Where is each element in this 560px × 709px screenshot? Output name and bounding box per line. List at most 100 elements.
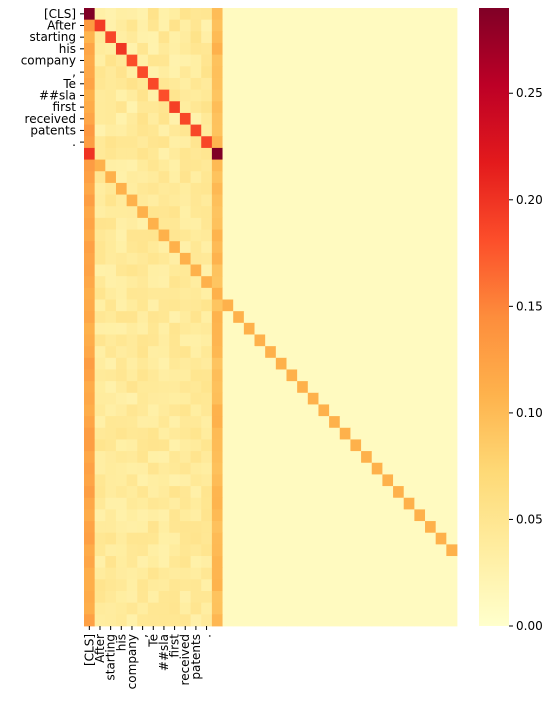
heatmap-cell [414,101,426,114]
heatmap-cell [446,591,458,604]
heatmap-cell [435,451,447,464]
heatmap-cell [339,486,351,499]
heatmap-cell [403,439,415,452]
heatmap-cell [190,369,202,382]
heatmap-cell [211,77,223,91]
heatmap-cell [137,206,149,219]
heatmap-cell [425,602,437,615]
heatmap-cell [265,602,277,615]
heatmap-cell [254,602,266,615]
heatmap-cell [169,334,181,347]
heatmap-cell [115,147,128,160]
heatmap-cell [350,264,362,277]
heatmap-cell [158,369,170,382]
heatmap-cell [233,556,245,569]
heatmap-cell [179,31,191,44]
heatmap-cell [371,439,383,452]
heatmap-cell [382,357,394,370]
heatmap-cell [222,299,234,312]
heatmap-cell [222,346,234,359]
heatmap-cell [425,19,437,32]
heatmap-cell [275,346,287,359]
heatmap-cell [137,381,149,394]
heatmap-cell [350,206,362,219]
heatmap-cell [222,532,234,545]
heatmap-cell [446,357,458,370]
heatmap-cell [211,462,223,475]
heatmap-cell [190,532,202,545]
heatmap-cell [222,19,234,32]
heatmap-cell [265,532,277,545]
heatmap-cell [275,439,287,452]
heatmap-cell [446,101,458,114]
heatmap-cell [403,54,415,67]
heatmap-cell [201,229,213,242]
heatmap-cell [318,66,330,79]
heatmap-cell [350,252,362,265]
heatmap-cell [211,392,223,405]
heatmap-cell [115,392,128,405]
heatmap-cell [137,311,149,324]
heatmap-cell [403,287,415,300]
heatmap-cell [425,77,437,91]
heatmap-cell [329,124,341,137]
heatmap-cell [169,206,181,219]
heatmap-cell [201,8,213,21]
heatmap-cell [425,89,437,102]
heatmap-cell [286,381,298,394]
heatmap-cell [169,521,181,534]
heatmap-cell [158,112,170,125]
heatmap-cell [339,299,351,312]
heatmap-cell [158,147,170,160]
heatmap-cell [307,217,319,230]
heatmap-cell [307,171,319,184]
heatmap-cell [382,439,394,452]
heatmap-cell [393,31,405,44]
heatmap-cell [94,217,106,230]
heatmap-cell [275,392,287,405]
heatmap-cell [297,369,309,382]
heatmap-cell [94,346,106,359]
heatmap-cell [254,486,266,499]
heatmap-cell [307,521,319,534]
heatmap-cell [382,264,394,277]
heatmap-cell [137,486,149,499]
heatmap-cell [115,369,128,382]
heatmap-cell [211,579,223,592]
heatmap-cell [329,112,341,125]
heatmap-cell [350,8,362,21]
heatmap-cell [286,206,298,219]
heatmap-cell [275,77,287,91]
heatmap-cell [265,264,277,277]
heatmap-cell [211,439,223,452]
heatmap-cell [233,381,245,394]
heatmap-cell [179,171,191,184]
heatmap-cell [286,427,298,440]
heatmap-cell [201,19,213,32]
heatmap-cell [382,462,394,475]
heatmap-cell [169,124,181,137]
heatmap-cell [147,579,159,592]
heatmap-cell [382,567,394,580]
heatmap-cell [94,567,106,580]
heatmap-cell [115,311,128,324]
heatmap-cell [179,311,191,324]
heatmap-cell [329,252,341,265]
heatmap-cell [393,89,405,102]
heatmap-cell [105,89,117,102]
heatmap-cell [361,264,373,277]
heatmap-cell [243,556,255,569]
heatmap-cell [371,252,383,265]
heatmap-cell [233,474,245,487]
heatmap-cell [158,31,170,44]
heatmap-cell [275,252,287,265]
heatmap-cell [265,451,277,464]
heatmap-cell [179,509,191,522]
heatmap-cell [371,229,383,242]
heatmap-cell [94,287,106,300]
heatmap-cell [233,101,245,114]
heatmap-cell [435,252,447,265]
heatmap-cell [414,334,426,347]
heatmap-cell [84,544,96,557]
heatmap-cell [169,451,181,464]
